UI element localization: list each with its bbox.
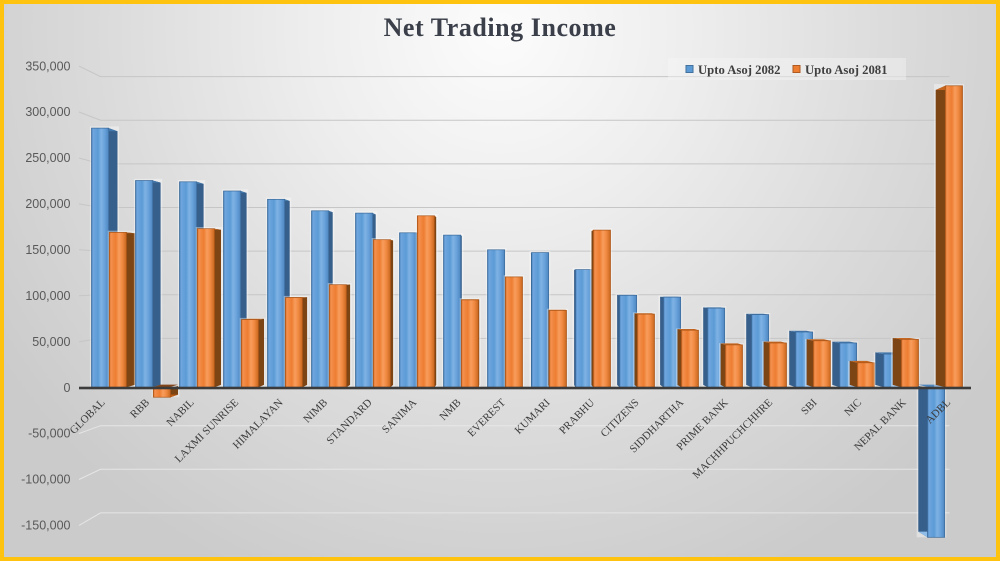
svg-text:100,000: 100,000 — [25, 289, 70, 303]
svg-text:Net Trading Income: Net Trading Income — [384, 13, 617, 42]
svg-text:-150,000: -150,000 — [21, 519, 70, 533]
svg-text:-100,000: -100,000 — [21, 473, 70, 487]
svg-text:-50,000: -50,000 — [28, 427, 70, 441]
svg-text:0: 0 — [64, 381, 71, 395]
svg-text:200,000: 200,000 — [25, 197, 70, 211]
svg-text:Upto Asoj 2082: Upto Asoj 2082 — [698, 63, 780, 77]
svg-text:150,000: 150,000 — [25, 243, 70, 257]
svg-text:350,000: 350,000 — [25, 59, 70, 73]
svg-text:Upto Asoj 2081: Upto Asoj 2081 — [805, 63, 887, 77]
svg-text:250,000: 250,000 — [25, 151, 70, 165]
svg-text:300,000: 300,000 — [25, 105, 70, 119]
svg-text:50,000: 50,000 — [32, 335, 70, 349]
